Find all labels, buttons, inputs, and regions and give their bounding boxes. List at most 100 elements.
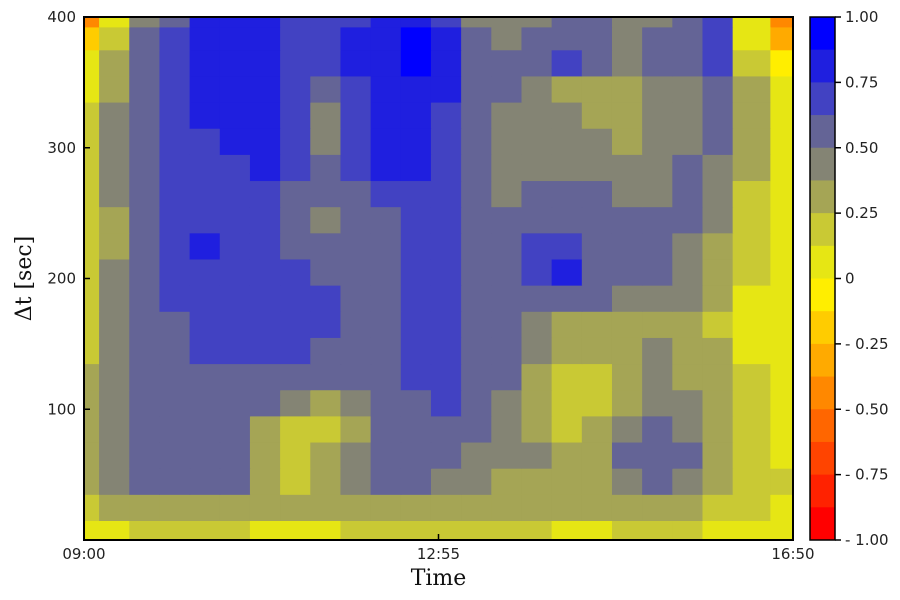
heatmap-cell	[310, 49, 342, 77]
heatmap-cell	[280, 26, 311, 51]
heatmap-cell	[340, 75, 372, 103]
heatmap-cell	[521, 363, 553, 391]
heatmap-cell	[99, 441, 130, 469]
heatmap-cell	[84, 285, 100, 312]
heatmap-cell	[521, 232, 553, 260]
heatmap-cell	[642, 101, 673, 129]
heatmap-cell	[370, 180, 402, 208]
heatmap-cell	[551, 75, 583, 103]
heatmap-cell	[702, 154, 734, 182]
heatmap-cell	[84, 232, 100, 260]
y-tick-label: 100	[47, 400, 76, 418]
heatmap-cell	[249, 494, 281, 521]
heatmap-cell	[521, 520, 553, 541]
heatmap-cell	[672, 311, 704, 338]
heatmap-cell	[551, 363, 583, 391]
heatmap-cell	[521, 75, 553, 103]
heatmap-cell	[400, 520, 432, 541]
colorbar-segment	[810, 82, 835, 116]
heatmap-cell	[249, 154, 281, 182]
heatmap-cell	[461, 389, 492, 417]
heatmap-cell	[340, 311, 372, 338]
heatmap-cell	[189, 128, 221, 155]
heatmap-cell	[611, 363, 643, 391]
heatmap-cell	[702, 389, 734, 417]
heatmap-cell	[521, 17, 553, 28]
heatmap-cell	[551, 311, 583, 338]
heatmap-cell	[310, 441, 342, 469]
heatmap-cell	[430, 494, 462, 521]
heatmap-cell	[491, 154, 523, 182]
heatmap-cell	[249, 49, 281, 77]
heatmap-cell	[551, 258, 583, 286]
heatmap-cell	[732, 128, 771, 155]
heatmap-cell	[770, 520, 794, 541]
heatmap-cell	[129, 389, 161, 417]
heatmap-cell	[159, 415, 191, 443]
y-tick-label: 200	[47, 270, 76, 288]
heatmap-cell	[461, 180, 492, 208]
heatmap-cell	[400, 180, 432, 208]
heatmap-cell	[521, 468, 553, 495]
heatmap-cell	[672, 441, 704, 469]
heatmap-cell	[642, 468, 673, 495]
heatmap-cell	[400, 441, 432, 469]
heatmap-cell	[702, 206, 734, 234]
colorbar-segment	[810, 245, 835, 279]
heatmap-cell	[732, 337, 771, 365]
heatmap-cell	[340, 258, 372, 286]
heatmap-cell	[521, 101, 553, 129]
heatmap-cell	[430, 26, 462, 51]
heatmap-cell	[249, 17, 281, 28]
heatmap-cell	[159, 441, 191, 469]
heatmap-cell	[280, 311, 311, 338]
heatmap-cell	[702, 285, 734, 312]
heatmap-cell	[129, 180, 161, 208]
colorbar-segment	[810, 147, 835, 181]
heatmap-cell	[702, 468, 734, 495]
heatmap-cell	[310, 75, 342, 103]
heatmap-cell	[84, 520, 100, 541]
heatmap-cell	[280, 363, 311, 391]
heatmap-cell	[249, 389, 281, 417]
heatmap-cell	[84, 468, 100, 495]
heatmap-cell	[370, 441, 402, 469]
heatmap-cell	[219, 389, 251, 417]
heatmap-cell	[642, 17, 673, 28]
heatmap-cell	[159, 494, 191, 521]
heatmap-cell	[310, 154, 342, 182]
heatmap-cell	[310, 337, 342, 365]
y-axis: 100 200 300 400	[47, 8, 90, 418]
heatmap-cell	[611, 49, 643, 77]
heatmap-cell	[159, 520, 191, 541]
heatmap-cell	[219, 128, 251, 155]
heatmap-cell	[159, 258, 191, 286]
heatmap-cell	[280, 415, 311, 443]
heatmap-cell	[521, 154, 553, 182]
heatmap-cell	[611, 232, 643, 260]
heatmap-cell	[611, 311, 643, 338]
heatmap-cell	[642, 494, 673, 521]
heatmap-cell	[672, 494, 704, 521]
heatmap-cell	[732, 311, 771, 338]
heatmap-cell	[521, 337, 553, 365]
heatmap-cell	[770, 389, 794, 417]
heatmap-cell	[310, 415, 342, 443]
heatmap-cell	[129, 468, 161, 495]
heatmap-cell	[521, 128, 553, 155]
heatmap-cell	[521, 494, 553, 521]
heatmap-cell	[702, 441, 734, 469]
heatmap-cell	[249, 206, 281, 234]
heatmap-cell	[551, 415, 583, 443]
heatmap-cell	[430, 468, 462, 495]
heatmap-cell	[732, 468, 771, 495]
heatmap-cell	[491, 494, 523, 521]
heatmap-cell	[770, 363, 794, 391]
heatmap-cell	[219, 180, 251, 208]
heatmap-cell	[491, 311, 523, 338]
heatmap-cell	[99, 389, 130, 417]
heatmap-cell	[551, 49, 583, 77]
heatmap-cell	[461, 520, 492, 541]
heatmap-cell	[611, 441, 643, 469]
